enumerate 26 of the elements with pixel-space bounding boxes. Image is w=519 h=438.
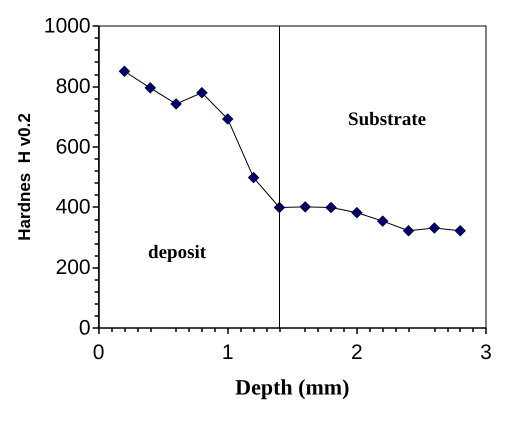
- x-axis-title: Depth (mm): [235, 374, 350, 400]
- annotation: Substrate: [348, 109, 426, 130]
- y-tick-label: 200: [56, 256, 91, 280]
- y-tick-label: 1000: [44, 14, 91, 38]
- y-tick-label: 800: [56, 74, 91, 98]
- point: [454, 225, 466, 237]
- point: [222, 113, 234, 125]
- point: [325, 202, 337, 214]
- point: [248, 172, 260, 184]
- point: [196, 86, 208, 98]
- point: [299, 201, 311, 213]
- point: [351, 206, 363, 218]
- point: [428, 222, 440, 234]
- point: [170, 98, 182, 110]
- y-tick-label: 600: [56, 135, 91, 158]
- point: [118, 66, 130, 78]
- y-tick-label: 400: [56, 196, 91, 219]
- y-axis-title: Hardnes H v0.2: [15, 113, 34, 241]
- annotation: deposit: [148, 242, 207, 263]
- x-tick-label: 2: [351, 341, 363, 364]
- y-tick-label: 0: [78, 316, 91, 340]
- point: [376, 215, 388, 227]
- x-tick-label: 3: [480, 341, 492, 364]
- point: [402, 225, 414, 237]
- x-tick-label: 1: [222, 341, 234, 364]
- point: [144, 82, 156, 94]
